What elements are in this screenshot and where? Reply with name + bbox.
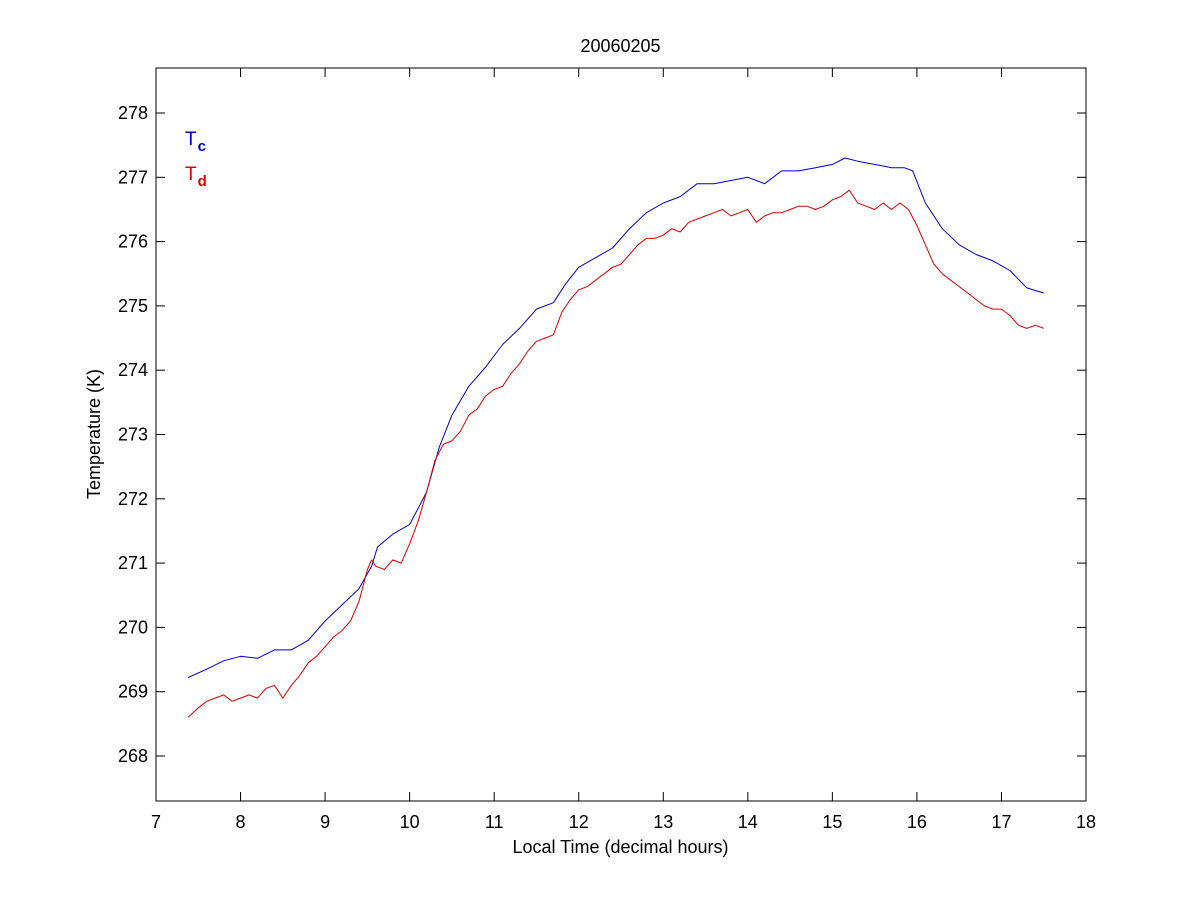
x-tick-label: 9 bbox=[320, 812, 330, 832]
y-tick-label: 273 bbox=[118, 425, 148, 445]
series-line-tc bbox=[187, 157, 1044, 678]
x-tick-label: 10 bbox=[400, 812, 420, 832]
legend-td-main: T bbox=[185, 164, 197, 185]
x-tick-label: 15 bbox=[822, 812, 842, 832]
legend-tc-main: T bbox=[185, 129, 197, 150]
x-tick-label: 11 bbox=[485, 812, 504, 832]
x-tick-label: 17 bbox=[991, 812, 1011, 832]
legend-entry-tc: Tc bbox=[185, 129, 206, 155]
x-axis-title: Local Time (decimal hours) bbox=[512, 837, 728, 857]
legend-tc-sub: c bbox=[198, 138, 206, 155]
x-tick-label: 13 bbox=[653, 812, 673, 832]
y-tick-label: 275 bbox=[118, 296, 148, 316]
tick-layer: 7 8 9 10 11 12 13 14 15 16 17 18 268 269 270 271 272 273 2… bbox=[118, 68, 1096, 832]
y-tick-label: 271 bbox=[118, 553, 148, 573]
x-tick-label: 16 bbox=[907, 812, 927, 832]
y-tick-label: 277 bbox=[118, 167, 148, 187]
x-tick-label: 7 bbox=[151, 812, 161, 832]
y-tick-label: 269 bbox=[118, 682, 148, 702]
y-tick-label: 268 bbox=[118, 746, 148, 766]
y-tick-label: 274 bbox=[118, 360, 148, 380]
chart-title: 20060205 bbox=[580, 36, 660, 56]
series-line-td bbox=[187, 189, 1044, 718]
x-tick-label: 8 bbox=[236, 812, 246, 832]
series-layer bbox=[187, 157, 1044, 718]
y-axis-title: Temperature (K) bbox=[84, 369, 104, 499]
y-tick-label: 270 bbox=[118, 617, 148, 637]
y-tick-label: 272 bbox=[118, 489, 148, 509]
y-tick-label: 278 bbox=[118, 103, 148, 123]
x-tick-label: 14 bbox=[738, 812, 758, 832]
legend: Tc Td bbox=[185, 129, 207, 190]
x-tick-label: 12 bbox=[569, 812, 589, 832]
legend-td-sub: d bbox=[198, 173, 207, 190]
y-tick-label: 276 bbox=[118, 232, 148, 252]
x-tick-label: 18 bbox=[1076, 812, 1096, 832]
legend-entry-td: Td bbox=[185, 164, 207, 190]
